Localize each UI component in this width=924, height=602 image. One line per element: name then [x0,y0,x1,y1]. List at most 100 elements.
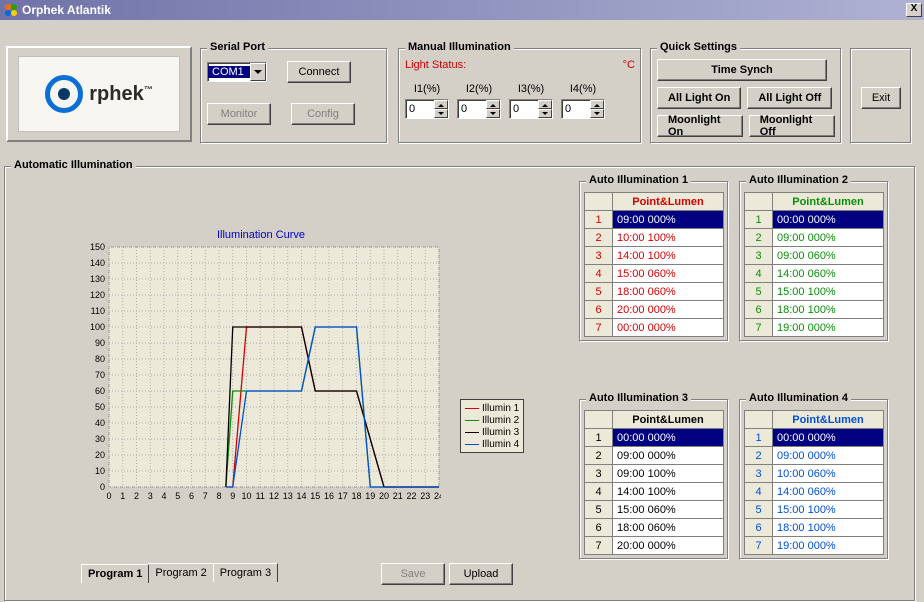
upload-button[interactable]: Upload [449,563,513,585]
table-row-value[interactable]: 20:00 000% [613,301,724,319]
tab-program-2[interactable]: Program 2 [148,563,213,582]
table-row-value[interactable]: 18:00 100% [773,519,884,537]
table-row-value[interactable]: 14:00 060% [773,483,884,501]
table-row-value[interactable]: 18:00 100% [773,301,884,319]
table-row-index: 7 [585,537,613,555]
channel-spinner[interactable]: 0 [509,99,553,119]
table-row-value[interactable]: 15:00 100% [773,501,884,519]
svg-text:20: 20 [95,450,105,460]
channel-spinner[interactable]: 0 [561,99,605,119]
table-row-value[interactable]: 14:00 100% [613,247,724,265]
spinner-down-icon[interactable] [538,109,552,118]
channel-label: I1(%) [414,83,440,95]
spinner-down-icon[interactable] [486,109,500,118]
legend-item: Illumin 3 [465,426,519,438]
tab-program-1[interactable]: Program 1 [81,564,149,583]
monitor-button[interactable]: Monitor [207,103,271,125]
table-row-value[interactable]: 10:00 100% [613,229,724,247]
auto-illumination-2-table[interactable]: Point&Lumen100:00 000%209:00 000%309:00 … [744,192,884,337]
time-synch-button[interactable]: Time Synch [657,59,827,81]
spinner-up-icon[interactable] [486,100,500,109]
table-row-value[interactable]: 14:00 100% [613,483,724,501]
all-light-off-button[interactable]: All Light Off [747,87,832,109]
spinner-down-icon[interactable] [434,109,448,118]
spinner-up-icon[interactable] [538,100,552,109]
table-row-index: 7 [745,537,773,555]
table-row-value[interactable]: 00:00 000% [773,211,884,229]
automatic-illumination-group: Automatic Illumination Illumination Curv… [4,166,916,602]
spinner-up-icon[interactable] [434,100,448,109]
logo-ring-icon [45,75,83,113]
save-button[interactable]: Save [381,563,445,585]
table-row-index: 3 [745,465,773,483]
auto-illumination-3-table[interactable]: Point&Lumen100:00 000%209:00 000%309:00 … [584,410,724,555]
svg-text:20: 20 [379,491,389,501]
svg-text:7: 7 [203,491,208,501]
table-row-index: 4 [585,265,613,283]
manual-illumination-group: Manual Illumination Light Status: °C I1(… [398,48,642,144]
table-row-index: 1 [745,429,773,447]
svg-text:24: 24 [434,491,441,501]
auto-illumination-4-title: Auto Illumination 4 [746,392,851,404]
table-row-index: 4 [745,265,773,283]
channel-spinner[interactable]: 0 [457,99,501,119]
exit-button[interactable]: Exit [861,87,901,109]
auto-illumination-3-title: Auto Illumination 3 [586,392,691,404]
svg-text:3: 3 [148,491,153,501]
channel-value: 0 [406,100,434,118]
table-row-value[interactable]: 18:00 060% [613,519,724,537]
tab-program-3[interactable]: Program 3 [213,563,278,582]
table-row-value[interactable]: 19:00 000% [773,319,884,337]
program-tabs: Program 1Program 2Program 3 [81,563,277,582]
table-row-value[interactable]: 09:00 000% [773,229,884,247]
svg-text:16: 16 [324,491,334,501]
com-port-dropdown[interactable]: COM1 [207,62,267,82]
legend-line-icon [465,444,479,445]
table-row-value[interactable]: 00:00 000% [613,319,724,337]
spinner-up-icon[interactable] [590,100,604,109]
all-light-on-button[interactable]: All Light On [657,87,741,109]
svg-text:60: 60 [95,386,105,396]
auto-illumination-2-title: Auto Illumination 2 [746,174,851,186]
titlebar: Orphek Atlantik X [0,0,924,20]
svg-text:110: 110 [91,306,105,316]
exit-panel: Exit [850,48,912,144]
moonlight-on-button[interactable]: Moonlight On [657,115,743,137]
channel-spinner[interactable]: 0 [405,99,449,119]
table-row-value[interactable]: 09:00 100% [613,465,724,483]
table-row-value[interactable]: 09:00 000% [613,211,724,229]
table-row-value[interactable]: 20:00 000% [613,537,724,555]
table-row-index: 3 [585,465,613,483]
svg-text:21: 21 [393,491,403,501]
manual-illumination-title: Manual Illumination [405,41,514,53]
table-row-value[interactable]: 09:00 000% [613,447,724,465]
table-row-value[interactable]: 15:00 060% [613,501,724,519]
table-row-value[interactable]: 09:00 000% [773,447,884,465]
table-row-index: 5 [585,283,613,301]
table-row-value[interactable]: 09:00 060% [773,247,884,265]
table-row-value[interactable]: 14:00 060% [773,265,884,283]
connect-button[interactable]: Connect [287,61,351,83]
svg-text:130: 130 [90,274,105,284]
auto-illumination-1-table[interactable]: Point&Lumen109:00 000%210:00 100%314:00 … [584,192,724,337]
table-row-value[interactable]: 15:00 060% [613,265,724,283]
auto-illumination-4-table[interactable]: Point&Lumen100:00 000%209:00 000%310:00 … [744,410,884,555]
table-row-value[interactable]: 00:00 000% [773,429,884,447]
close-button[interactable]: X [906,3,922,17]
chevron-down-icon[interactable] [250,63,266,81]
table-row-value[interactable]: 19:00 000% [773,537,884,555]
auto-illumination-4-group: Auto Illumination 4Point&Lumen100:00 000… [739,399,889,560]
config-button[interactable]: Config [291,103,355,125]
serial-port-group: Serial Port COM1 Connect Monitor Config [200,48,388,144]
table-row-value[interactable]: 15:00 100% [773,283,884,301]
svg-text:11: 11 [256,491,265,501]
spinner-down-icon[interactable] [590,109,604,118]
light-status-label: Light Status: [405,59,466,71]
legend-item: Illumin 4 [465,438,519,450]
moonlight-off-button[interactable]: Moonlight Off [749,115,835,137]
table-row-value[interactable]: 18:00 060% [613,283,724,301]
auto-illumination-3-group: Auto Illumination 3Point&Lumen100:00 000… [579,399,729,560]
table-row-value[interactable]: 00:00 000% [613,429,724,447]
table-row-value[interactable]: 10:00 060% [773,465,884,483]
legend-label: Illumin 3 [482,427,519,438]
